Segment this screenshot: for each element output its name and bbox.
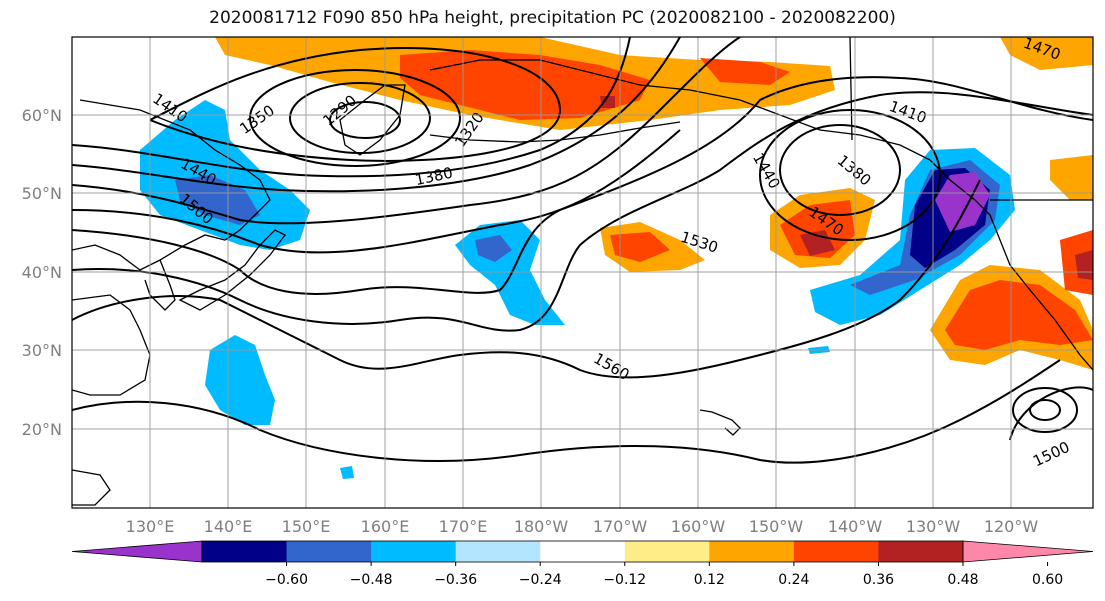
strong-anomaly-california	[945, 280, 1093, 350]
colorbar-bin	[540, 541, 626, 562]
lat-label: 30°N	[22, 341, 62, 360]
colorbar-bin	[202, 541, 288, 562]
korea-coast	[144, 259, 176, 311]
colorbar-tick-label: −0.36	[434, 572, 477, 588]
contour-1380	[72, 37, 631, 178]
colorbar-bin	[624, 541, 710, 562]
gridlines	[72, 37, 1093, 508]
colorbar-tick-label: 0.36	[863, 572, 894, 588]
contour-1440	[72, 37, 741, 225]
contour-baja-low	[1029, 399, 1061, 421]
japan-coast	[178, 229, 286, 311]
lon-label: 140°W	[828, 517, 883, 536]
colorbar-tick-label: 0.24	[778, 572, 809, 588]
longitude-labels: 130°E 140°E 150°E 160°E 170°E 180°W 170°…	[126, 517, 1039, 536]
contour-gulf-high	[779, 124, 901, 216]
lon-label: 130°E	[126, 517, 175, 536]
strong-anomaly-alaska	[700, 58, 790, 85]
map-frame	[71, 36, 1094, 509]
latitude-labels: 60°N 50°N 40°N 30°N 20°N	[22, 106, 62, 439]
lon-label: 130°W	[906, 517, 961, 536]
lat-label: 20°N	[22, 420, 62, 439]
lon-label: 180°W	[514, 517, 569, 536]
colorbar-bin	[286, 541, 372, 562]
height-contours	[72, 37, 1093, 464]
negative-anomaly-japan	[140, 100, 310, 250]
philippines	[72, 469, 111, 506]
lon-label: 140°E	[204, 517, 253, 536]
colorbar-bin	[371, 541, 457, 562]
lon-label: 120°W	[984, 517, 1039, 536]
lon-label: 160°E	[361, 517, 410, 536]
hawaii	[699, 409, 741, 436]
colorbar-tick-label: 0.60	[1032, 572, 1063, 588]
contour-1500	[72, 76, 1093, 295]
max-anomaly-rockies	[1075, 250, 1093, 280]
lon-label: 160°W	[671, 517, 726, 536]
colorbar-bin	[709, 541, 795, 562]
contour-1410	[72, 37, 681, 193]
precip-shading	[140, 37, 1093, 479]
negative-anomaly-small-patch	[340, 466, 354, 479]
na-west-coast	[929, 159, 1093, 371]
negative-anomaly-dateline-core	[475, 235, 512, 262]
lon-label: 150°E	[282, 517, 331, 536]
alaska-border	[849, 37, 853, 141]
contour-low-inner	[329, 101, 401, 139]
alaska-coast	[429, 59, 931, 161]
positive-anomaly-arctic	[1000, 37, 1093, 70]
colorbar	[71, 540, 1094, 563]
map-title: 2020081712 F090 850 hPa height, precipit…	[209, 8, 896, 28]
contour-1530	[72, 91, 1093, 332]
max-anomaly-north	[600, 96, 615, 108]
lon-label: 170°W	[593, 517, 648, 536]
colorbar-bin	[455, 541, 541, 562]
colorbar-tick-label: 0.12	[694, 572, 725, 588]
colorbar-outline	[201, 540, 964, 563]
colorbar-extend-high	[962, 540, 1094, 563]
contour-low-2	[289, 82, 431, 154]
contour-1470	[72, 129, 681, 254]
colorbar-extend-low	[71, 540, 203, 563]
colorbar-ticks: −0.60 −0.48 −0.36 −0.24 −0.12 0.12 0.24 0.36 0.4…	[265, 562, 1063, 588]
contour-baja-low-3	[1009, 386, 1093, 441]
strong-anomaly-central	[610, 232, 670, 262]
asia-coast	[72, 99, 271, 271]
contour-outer	[72, 359, 1061, 464]
contour-low-3	[249, 69, 461, 167]
colorbar-bin	[793, 541, 879, 562]
colorbar-bin	[878, 541, 964, 562]
contour-1350	[149, 47, 562, 162]
colorbar-tick-label: −0.12	[603, 572, 646, 588]
negative-anomaly-philippines	[205, 335, 275, 425]
colorbar-tick-label: −0.48	[350, 572, 393, 588]
contour-baja-low-2	[1012, 387, 1078, 433]
colorbar-tick-label: 0.48	[947, 572, 978, 588]
lat-label: 50°N	[22, 184, 62, 203]
lat-label: 40°N	[22, 263, 62, 282]
lat-label: 60°N	[22, 106, 62, 125]
contour-1560	[72, 179, 981, 379]
lon-label: 150°W	[749, 517, 804, 536]
negative-anomaly-japan-core	[175, 175, 260, 225]
lon-label: 170°E	[439, 517, 488, 536]
max-anomaly-goa	[800, 230, 835, 256]
positive-anomaly-rockies	[1050, 155, 1093, 200]
contour-gulf-high-2	[759, 109, 941, 241]
colorbar-tick-label: −0.24	[519, 572, 562, 588]
colorbar-tick-label: −0.60	[265, 572, 308, 588]
